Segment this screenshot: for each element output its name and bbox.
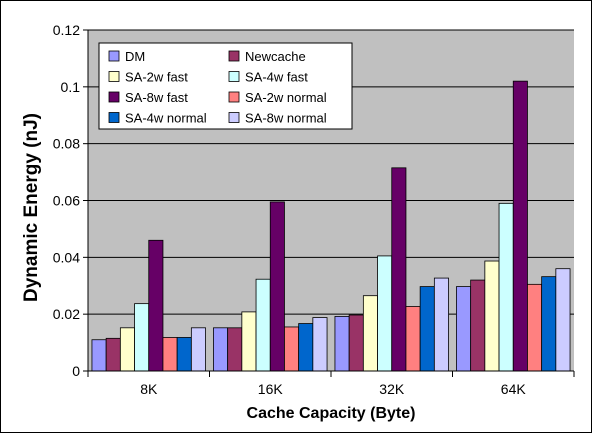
x-tick-label: 32K	[379, 381, 405, 397]
bar	[334, 316, 350, 372]
y-tick-label: 0.1	[61, 79, 81, 95]
y-tick-label: 0.02	[53, 306, 80, 322]
y-tick-label: 0.08	[53, 136, 80, 152]
bar	[105, 337, 121, 372]
bar	[527, 283, 543, 372]
legend-label: Newcache	[245, 49, 306, 64]
bar	[227, 327, 243, 372]
bar	[555, 268, 571, 372]
legend-label: SA-4w normal	[125, 111, 207, 126]
bar	[134, 303, 150, 372]
legend-label: SA-2w normal	[245, 90, 327, 105]
bar	[405, 306, 421, 372]
legend-swatch	[108, 71, 120, 82]
legend-label: DM	[125, 49, 145, 64]
bar	[362, 295, 378, 372]
bar	[91, 339, 107, 372]
y-tick-label: 0.12	[53, 22, 80, 38]
bar	[433, 277, 449, 372]
bar	[119, 327, 135, 372]
bar	[190, 327, 206, 372]
x-tick-labels: 8K 16K 32K 64K	[140, 381, 526, 397]
legend-swatch	[108, 112, 120, 123]
y-tick-label: 0.06	[53, 193, 80, 209]
bar	[470, 279, 486, 372]
x-tick-label: 64K	[501, 381, 527, 397]
bar	[284, 326, 300, 372]
bar	[391, 167, 407, 372]
bar	[498, 202, 514, 372]
legend-swatch	[108, 91, 120, 103]
bar	[269, 201, 285, 372]
bar	[348, 314, 364, 372]
bars	[91, 80, 571, 372]
legend-swatch	[108, 50, 120, 62]
y-tick-label: 0	[72, 363, 80, 379]
x-axis-label: Cache Capacity (Byte)	[247, 405, 416, 422]
bar	[176, 337, 192, 372]
bar	[255, 278, 271, 372]
y-axis-label: Dynamic Energy (nJ)	[21, 113, 42, 302]
legend-swatch	[228, 91, 240, 103]
y-tick-labels: 0 0.02 0.04 0.06 0.08 0.1 0.12	[53, 22, 80, 379]
bar	[484, 260, 500, 372]
legend-label: SA-8w fast	[125, 90, 188, 105]
bar	[377, 255, 393, 372]
legend: DM Newcache SA-2w fast SA-4w fast SA-8w fast…	[98, 42, 353, 130]
bar	[312, 317, 328, 372]
x-tick-label: 16K	[258, 381, 284, 397]
legend-swatch	[228, 50, 240, 62]
legend-label: SA-4w fast	[245, 70, 308, 85]
axes	[87, 30, 575, 377]
bar	[241, 311, 257, 372]
bar	[298, 323, 314, 372]
bar	[213, 327, 229, 372]
legend-swatch	[228, 112, 240, 123]
x-tick-label: 8K	[140, 381, 158, 397]
bar	[162, 337, 178, 372]
y-tick-label: 0.04	[53, 249, 80, 265]
bar	[541, 276, 557, 372]
legend-label: SA-2w fast	[125, 70, 188, 85]
legend-swatch	[228, 71, 240, 82]
legend-label: SA-8w normal	[245, 111, 327, 126]
legend-box	[98, 42, 353, 130]
bar	[419, 286, 435, 372]
bar	[512, 80, 528, 372]
bar	[456, 286, 472, 372]
bar	[148, 239, 164, 372]
